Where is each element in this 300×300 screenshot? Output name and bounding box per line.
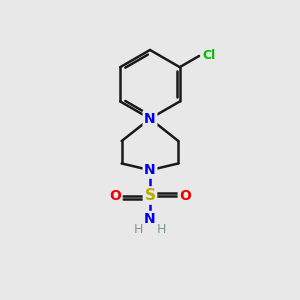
Text: N: N bbox=[144, 212, 156, 226]
Text: O: O bbox=[109, 188, 121, 203]
Text: O: O bbox=[179, 188, 191, 203]
Text: N: N bbox=[144, 163, 156, 177]
Text: H: H bbox=[157, 224, 166, 236]
Text: Cl: Cl bbox=[202, 50, 215, 62]
Text: H: H bbox=[134, 224, 143, 236]
Text: N: N bbox=[144, 112, 156, 126]
Text: S: S bbox=[145, 188, 155, 203]
